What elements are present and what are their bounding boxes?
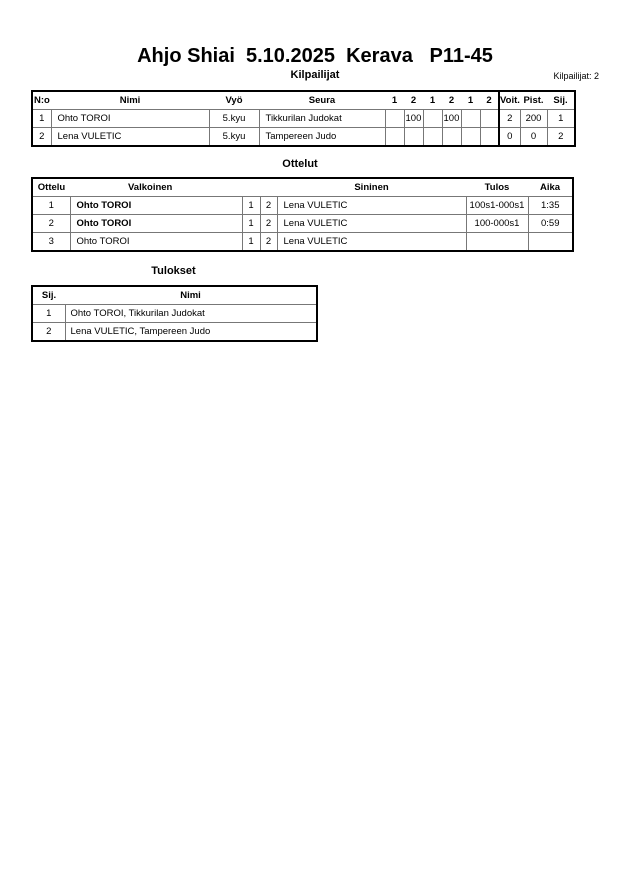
cell-match-no: 3 bbox=[31, 232, 71, 252]
cell-white-mark: 1 bbox=[241, 232, 261, 252]
cell-score bbox=[460, 127, 481, 147]
cell-place: 2 bbox=[31, 322, 66, 342]
col-header: 1 bbox=[423, 90, 442, 110]
col-header: Nimi bbox=[65, 285, 317, 305]
col-header: 1 bbox=[461, 90, 480, 110]
cell-place: 1 bbox=[546, 109, 576, 128]
cell-result bbox=[465, 232, 529, 252]
competitors-heading: Kilpailijat bbox=[290, 69, 340, 81]
cell-score: 100 bbox=[441, 109, 462, 128]
cell-wins: 2 bbox=[498, 109, 521, 128]
table-header: Sij. Nimi bbox=[32, 285, 317, 305]
results-table: Sij. Nimi 1 Ohto TOROI, Tikkurilan Judok… bbox=[31, 285, 318, 342]
cell-white-mark: 1 bbox=[241, 214, 261, 233]
col-header: Voit. bbox=[498, 90, 520, 110]
cell-blue: Lena VULETIC bbox=[276, 232, 467, 252]
cell-score bbox=[422, 109, 443, 128]
cell-score bbox=[441, 127, 462, 147]
cell-score bbox=[384, 109, 405, 128]
cell-result: 100-000s1 bbox=[465, 214, 529, 233]
cell-points: 0 bbox=[519, 127, 548, 147]
cell-belt: 5.kyu bbox=[208, 127, 260, 147]
cell-time: 0:59 bbox=[527, 214, 574, 233]
col-header: Seura bbox=[259, 90, 385, 110]
cell-no: 1 bbox=[31, 109, 52, 128]
cell-score bbox=[384, 127, 405, 147]
cell-wins: 0 bbox=[498, 127, 521, 147]
table-header: Ottelu Valkoinen Sininen Tulos Aika bbox=[32, 177, 573, 197]
cell-score bbox=[460, 109, 481, 128]
cell-match-no: 1 bbox=[31, 196, 71, 215]
cell-place: 2 bbox=[546, 127, 576, 147]
cell-score bbox=[479, 109, 500, 128]
cell-white: Ohto TOROI bbox=[69, 232, 243, 252]
cell-score bbox=[422, 127, 443, 147]
cell-blue-mark: 2 bbox=[259, 232, 278, 252]
col-header: Nimi bbox=[51, 90, 209, 110]
competitors-table: N:o Nimi Vyö Seura 1 2 1 2 1 2 Voit. Pis… bbox=[31, 90, 576, 147]
cell-belt: 5.kyu bbox=[208, 109, 260, 128]
page-title: Ahjo Shiai 5.10.2025 Kerava P11-45 bbox=[137, 45, 493, 67]
table-row: 2 Ohto TOROI 1 2 Lena VULETIC 100-000s1 … bbox=[31, 214, 574, 233]
cell-blue: Lena VULETIC bbox=[276, 214, 467, 233]
cell-score bbox=[403, 127, 424, 147]
cell-no: 2 bbox=[31, 127, 52, 147]
col-header: Aika bbox=[528, 177, 573, 197]
cell-match-no: 2 bbox=[31, 214, 71, 233]
competitor-count: Kilpailijat: 2 bbox=[553, 71, 599, 81]
col-header: Vyö bbox=[209, 90, 259, 110]
table-row: 1 Ohto TOROI 1 2 Lena VULETIC 100s1-000s… bbox=[31, 196, 574, 215]
cell-result: 100s1-000s1 bbox=[465, 196, 529, 215]
col-header: Pist. bbox=[520, 90, 547, 110]
col-header: Sininen bbox=[277, 177, 466, 197]
table-row: 1 Ohto TOROI, Tikkurilan Judokat bbox=[31, 304, 318, 323]
col-header: Tulos bbox=[466, 177, 528, 197]
cell-name: Lena VULETIC, Tampereen Judo bbox=[64, 322, 318, 342]
cell-time: 1:35 bbox=[527, 196, 574, 215]
col-header: Ottelu bbox=[32, 177, 70, 197]
cell-score: 100 bbox=[403, 109, 424, 128]
cell-place: 1 bbox=[31, 304, 66, 323]
cell-club: Tikkurilan Judokat bbox=[258, 109, 386, 128]
col-header: N:o bbox=[32, 90, 51, 110]
cell-white: Ohto TOROI bbox=[69, 214, 243, 233]
cell-name: Ohto TOROI bbox=[50, 109, 210, 128]
col-header: 2 bbox=[480, 90, 499, 110]
table-row: 1 Ohto TOROI 5.kyu Tikkurilan Judokat 10… bbox=[31, 109, 576, 128]
cell-name: Ohto TOROI, Tikkurilan Judokat bbox=[64, 304, 318, 323]
table-row: 3 Ohto TOROI 1 2 Lena VULETIC bbox=[31, 232, 574, 252]
cell-blue-mark: 2 bbox=[259, 196, 278, 215]
matches-table: Ottelu Valkoinen Sininen Tulos Aika 1 Oh… bbox=[31, 177, 574, 252]
col-header: Sij. bbox=[32, 285, 65, 305]
col-header: 1 bbox=[385, 90, 404, 110]
col-header: 2 bbox=[442, 90, 461, 110]
cell-white-mark: 1 bbox=[241, 196, 261, 215]
cell-white: Ohto TOROI bbox=[69, 196, 243, 215]
cell-club: Tampereen Judo bbox=[258, 127, 386, 147]
col-header-blank bbox=[260, 177, 277, 197]
cell-blue-mark: 2 bbox=[259, 214, 278, 233]
cell-name: Lena VULETIC bbox=[50, 127, 210, 147]
cell-time bbox=[527, 232, 574, 252]
col-header-blank bbox=[242, 177, 260, 197]
results-heading: Tulokset bbox=[151, 265, 196, 277]
table-header: N:o Nimi Vyö Seura 1 2 1 2 1 2 Voit. Pis… bbox=[32, 90, 575, 110]
col-header: 2 bbox=[404, 90, 423, 110]
col-header: Valkoinen bbox=[70, 177, 242, 197]
matches-heading: Ottelut bbox=[282, 158, 318, 170]
cell-score bbox=[479, 127, 500, 147]
table-row: 2 Lena VULETIC, Tampereen Judo bbox=[31, 322, 318, 342]
col-header: Sij. bbox=[547, 90, 575, 110]
cell-points: 200 bbox=[519, 109, 548, 128]
table-row: 2 Lena VULETIC 5.kyu Tampereen Judo 0 0 … bbox=[31, 127, 576, 147]
cell-blue: Lena VULETIC bbox=[276, 196, 467, 215]
